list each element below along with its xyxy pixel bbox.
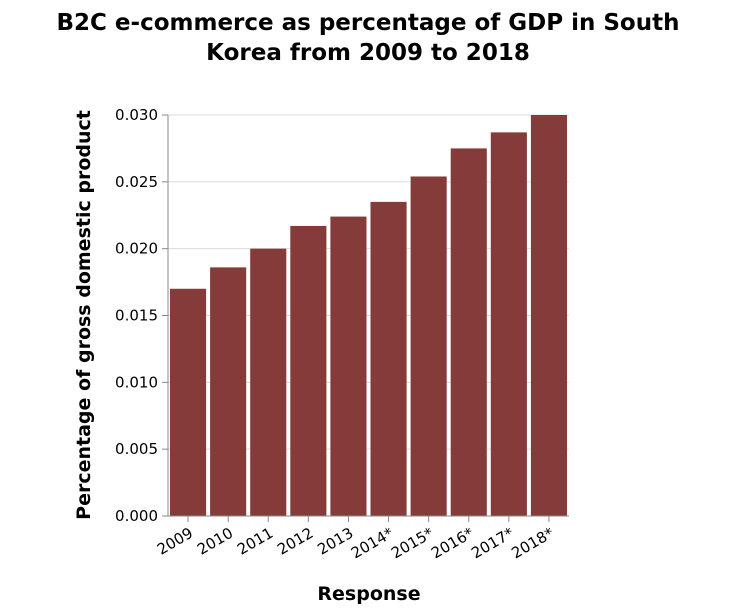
bar — [410, 176, 447, 516]
y-tick-label: 0.030 — [115, 106, 158, 124]
y-tick-label: 0.000 — [115, 507, 158, 525]
x-tick-label: 2009 — [154, 524, 196, 559]
x-axis-title: Response — [317, 583, 420, 605]
x-tick-label: 2010 — [194, 524, 236, 559]
x-tick-label: 2013 — [314, 524, 356, 559]
y-tick-label: 0.010 — [115, 373, 158, 391]
x-tick-label: 2018* — [508, 524, 557, 563]
chart-title-line-1: B2C e-commerce as percentage of GDP in S… — [57, 10, 680, 36]
x-tick-label: 2014* — [348, 524, 397, 563]
bar — [250, 248, 287, 516]
bar — [370, 201, 407, 516]
chart-title-line-2: Korea from 2009 to 2018 — [206, 40, 530, 66]
bar — [490, 132, 527, 517]
bars — [170, 115, 567, 517]
bar — [450, 148, 487, 516]
y-tick-label: 0.020 — [115, 240, 158, 258]
x-tick-label: 2016* — [428, 524, 477, 563]
y-tick-label: 0.025 — [115, 173, 158, 191]
bar — [530, 115, 567, 516]
bar — [290, 225, 327, 516]
y-tick-label: 0.005 — [115, 440, 158, 458]
x-tick-label: 2012 — [274, 524, 316, 559]
x-tick-label: 2017* — [468, 524, 517, 563]
bar — [210, 267, 247, 516]
x-tick-label: 2015* — [388, 524, 437, 563]
y-axis-title: Percentage of gross domestic product — [73, 110, 95, 520]
x-tick-label: 2011 — [234, 524, 276, 559]
bar — [330, 216, 367, 516]
y-tick-label: 0.015 — [115, 307, 158, 325]
bar — [170, 288, 207, 516]
